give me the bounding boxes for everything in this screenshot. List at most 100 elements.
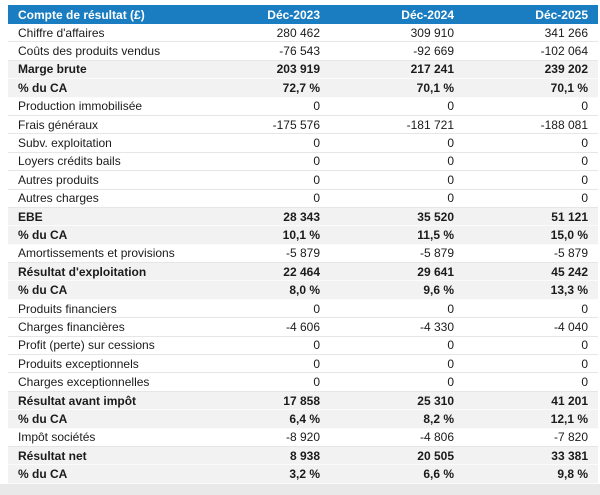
cell-value: 13,3 % (550, 283, 588, 298)
table-row: Subv. exploitation 0 0 0 (8, 134, 598, 153)
cell-value: 0 (581, 356, 588, 371)
cell-value: 0 (447, 154, 454, 169)
cell-value: -4 040 (553, 319, 588, 334)
cell-value: 25 310 (417, 393, 454, 408)
cell-value: 28 343 (283, 209, 320, 224)
table-row: Coûts des produits vendus -76 543 -92 66… (8, 42, 598, 61)
cell-value: 17 858 (283, 393, 320, 408)
table-header-row: Compte de résultat (£) Déc-2023 Déc-2024… (8, 5, 598, 24)
cell-value: 51 121 (551, 209, 588, 224)
cell-value: -92 669 (413, 44, 454, 59)
cell-value: -181 721 (406, 117, 454, 132)
cell-value: 10,1 % (282, 227, 320, 242)
row-label: Autres produits (18, 172, 99, 187)
cell-value: 70,1 % (550, 80, 588, 95)
cell-value: 70,1 % (416, 80, 454, 95)
cell-value: 3,2 % (289, 467, 320, 482)
cell-value: 0 (581, 99, 588, 114)
row-label: % du CA (18, 80, 68, 95)
cell-value: 0 (313, 338, 320, 353)
cell-value: -4 806 (419, 430, 454, 445)
cell-value: -5 879 (285, 246, 320, 261)
cell-value: 6,6 % (423, 467, 454, 482)
cell-value: 341 266 (544, 25, 588, 40)
cell-value: 0 (581, 172, 588, 187)
cell-value: 35 520 (417, 209, 454, 224)
column-header-dec-2025: Déc-2025 (535, 7, 588, 22)
row-label: Autres charges (18, 191, 99, 206)
cell-value: 72,7 % (282, 80, 320, 95)
row-label: Résultat d'exploitation (18, 264, 147, 279)
table-row: Chiffre d'affaires 280 462 309 910 341 2… (8, 24, 598, 43)
cell-value: 0 (313, 301, 320, 316)
table-row: % du CA 3,2 % 6,6 % 9,8 % (8, 465, 598, 484)
cell-value: 0 (447, 356, 454, 371)
cell-value: -4 606 (285, 319, 320, 334)
table-row: Frais généraux -175 576 -181 721 -188 08… (8, 115, 598, 135)
table-row: Résultat net 8 938 20 505 33 381 (8, 446, 598, 466)
cell-value: 45 242 (551, 264, 588, 279)
column-header-dec-2024: Déc-2024 (401, 7, 454, 22)
cell-value: 8,0 % (289, 283, 320, 298)
cell-value: 0 (313, 172, 320, 187)
row-label: Charges exceptionnelles (18, 375, 150, 390)
cell-value: 33 381 (551, 448, 588, 463)
cell-value: 239 202 (544, 62, 588, 77)
cell-value: -4 330 (419, 319, 454, 334)
row-label: Loyers crédits bails (18, 154, 121, 169)
table-row: % du CA 6,4 % 8,2 % 12,1 % (8, 410, 598, 429)
cell-value: 0 (313, 375, 320, 390)
cell-value: -102 064 (540, 44, 588, 59)
cell-value: 0 (313, 191, 320, 206)
cell-value: 8,2 % (423, 411, 454, 426)
cell-value: -5 879 (553, 246, 588, 261)
row-label: Frais généraux (18, 117, 99, 132)
row-label: % du CA (18, 467, 68, 482)
table-row: Profit (perte) sur cessions 0 0 0 (8, 336, 598, 356)
table-row: Autres produits 0 0 0 (8, 171, 598, 190)
cell-value: 309 910 (410, 25, 454, 40)
column-header-dec-2023: Déc-2023 (267, 7, 320, 22)
row-label: Coûts des produits vendus (18, 44, 161, 59)
table-row: Charges exceptionnelles 0 0 0 (8, 373, 598, 392)
row-label: % du CA (18, 227, 68, 242)
row-label: Chiffre d'affaires (18, 25, 105, 40)
table-row: Autres charges 0 0 0 (8, 189, 598, 208)
row-label: Charges financières (18, 319, 125, 334)
table-row: Produits exceptionnels 0 0 0 (8, 355, 598, 374)
row-label: % du CA (18, 283, 68, 298)
cell-value: 0 (581, 136, 588, 151)
table-row: Résultat avant impôt 17 858 25 310 41 20… (8, 391, 598, 411)
cell-value: -7 820 (553, 430, 588, 445)
cell-value: 22 464 (283, 264, 320, 279)
cell-value: 15,0 % (550, 227, 588, 242)
cell-value: 0 (581, 301, 588, 316)
cell-value: 11,5 % (417, 227, 454, 242)
row-label: Marge brute (18, 62, 87, 77)
cell-value: 0 (447, 375, 454, 390)
table-row: Production immobilisée 0 0 0 (8, 97, 598, 116)
row-label: Profit (perte) sur cessions (18, 338, 155, 353)
cell-value: 0 (581, 191, 588, 206)
row-label: Résultat net (18, 448, 87, 463)
cell-value: 0 (447, 301, 454, 316)
cell-value: 203 919 (276, 62, 320, 77)
cell-value: 0 (313, 356, 320, 371)
cell-value: 0 (581, 375, 588, 390)
cell-value: -175 576 (272, 117, 320, 132)
cell-value: 217 241 (410, 62, 454, 77)
cell-value: 0 (313, 99, 320, 114)
table-row: % du CA 10,1 % 11,5 % 15,0 % (8, 226, 598, 245)
cell-value: 9,6 % (423, 283, 454, 298)
cell-value: 8 938 (289, 448, 320, 463)
row-label: EBE (18, 209, 43, 224)
bottom-strip (0, 484, 600, 495)
table-row: % du CA 72,7 % 70,1 % 70,1 % (8, 79, 598, 98)
row-label: Produits financiers (18, 301, 117, 316)
table-body: Chiffre d'affaires 280 462 309 910 341 2… (8, 24, 598, 484)
row-label: Production immobilisée (18, 99, 143, 114)
table-row: Marge brute 203 919 217 241 239 202 (8, 60, 598, 80)
cell-value: 0 (581, 154, 588, 169)
row-label: % du CA (18, 411, 68, 426)
cell-value: 0 (447, 99, 454, 114)
